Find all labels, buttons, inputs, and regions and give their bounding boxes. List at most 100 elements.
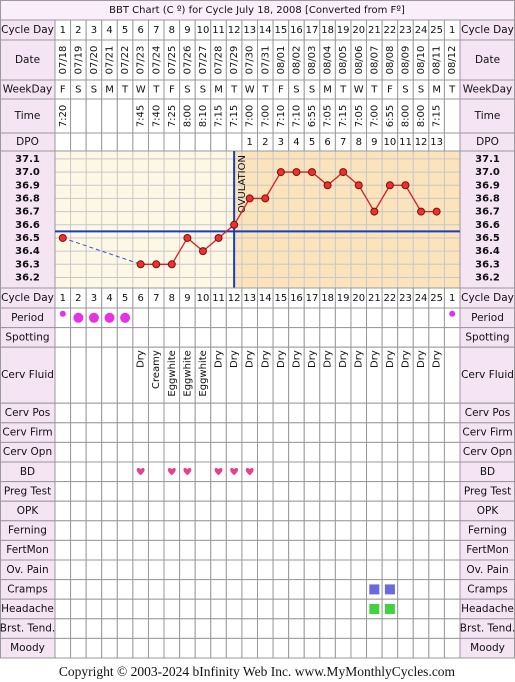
y-tick-label: 36.2 <box>475 272 500 283</box>
cell <box>85 98 103 134</box>
cell <box>210 481 227 502</box>
cell <box>194 637 212 659</box>
cell <box>288 637 305 659</box>
cell <box>350 579 368 600</box>
row-label: Cerv Firm <box>462 427 512 439</box>
cell <box>397 327 414 348</box>
cell <box>412 637 430 659</box>
y-tick-label: 36.9 <box>15 180 40 191</box>
row-label: Date <box>15 54 40 66</box>
cell <box>443 327 461 348</box>
cycle-day: 25 <box>430 25 443 36</box>
cell <box>116 539 134 561</box>
cell <box>147 422 165 443</box>
row-label: Brst. Tend. <box>460 623 515 635</box>
cycle-day: 11 <box>212 293 225 304</box>
weekday: F <box>60 85 66 96</box>
cell <box>225 402 243 424</box>
symptom-mark <box>384 604 395 614</box>
period-dot <box>73 312 84 323</box>
weekday: S <box>293 85 299 96</box>
cell <box>319 539 336 561</box>
date: 07/20 <box>89 46 100 75</box>
cell <box>241 559 259 581</box>
y-tick-label: 36.7 <box>475 207 500 218</box>
cell <box>116 481 134 502</box>
cell <box>163 441 181 463</box>
y-tick-label: 37.0 <box>15 167 40 178</box>
weekday: S <box>418 85 424 96</box>
cell <box>132 422 149 443</box>
cell <box>257 579 274 600</box>
cell <box>225 520 243 541</box>
cell <box>241 520 259 541</box>
cell <box>54 422 72 443</box>
y-tick-label: 36.9 <box>475 180 500 191</box>
cell <box>70 481 87 502</box>
cell <box>147 481 165 502</box>
cell <box>132 441 149 463</box>
cell <box>334 441 352 463</box>
temperature-point <box>136 260 145 269</box>
cell <box>163 500 181 522</box>
cell <box>334 520 352 541</box>
cell <box>366 637 383 659</box>
cell <box>257 481 274 502</box>
cycle-day: 6 <box>137 25 143 36</box>
dpo: 1 <box>247 137 253 148</box>
cell <box>334 500 352 522</box>
cell <box>85 637 103 659</box>
cerv-fluid: Dry <box>291 350 302 368</box>
cell <box>194 307 212 329</box>
bd-heart <box>183 468 192 476</box>
cell <box>428 327 445 348</box>
cerv-fluid: Dry <box>416 350 427 368</box>
cell <box>85 559 103 581</box>
cell <box>147 307 165 329</box>
date: 07/30 <box>245 46 256 75</box>
cell <box>443 579 461 600</box>
row-label: Ferning <box>8 525 47 537</box>
row-label: DPO <box>16 136 39 148</box>
cell <box>319 500 336 522</box>
cell <box>257 637 274 659</box>
cell <box>334 637 352 659</box>
row-label: Cerv Pos <box>5 407 51 419</box>
cell <box>179 132 196 152</box>
cell <box>116 579 134 600</box>
cell <box>225 481 243 502</box>
chart-title: BBT Chart (C º) for Cycle July 18, 2008 … <box>109 5 405 16</box>
dpo: 10 <box>384 137 397 148</box>
cell <box>350 559 368 581</box>
cell <box>257 422 274 443</box>
dpo: 6 <box>324 137 330 148</box>
cerv-fluid: Eggwhite <box>167 350 178 396</box>
cell <box>54 598 72 620</box>
weekday: F <box>169 85 175 96</box>
date: 08/04 <box>323 46 334 75</box>
cell <box>85 539 103 561</box>
cell <box>194 327 212 348</box>
cell <box>397 618 414 639</box>
cell <box>257 618 274 639</box>
cell <box>210 402 227 424</box>
cell <box>54 618 72 639</box>
temperature-point <box>152 260 161 269</box>
date: 08/02 <box>291 46 302 75</box>
cerv-fluid: Dry <box>385 350 396 368</box>
cell <box>428 559 445 581</box>
dpo: 3 <box>278 137 284 148</box>
cell <box>101 481 118 502</box>
cell <box>179 422 196 443</box>
cell <box>147 402 165 424</box>
date: 07/22 <box>120 46 131 75</box>
cell <box>334 539 352 561</box>
cerv-fluid: Dry <box>136 350 147 368</box>
cell <box>257 327 274 348</box>
cell <box>381 441 399 463</box>
row-label: Brst. Tend. <box>0 623 55 635</box>
cell <box>101 559 118 581</box>
cerv-fluid: Dry <box>214 350 225 368</box>
cell <box>428 618 445 639</box>
cell <box>272 520 290 541</box>
